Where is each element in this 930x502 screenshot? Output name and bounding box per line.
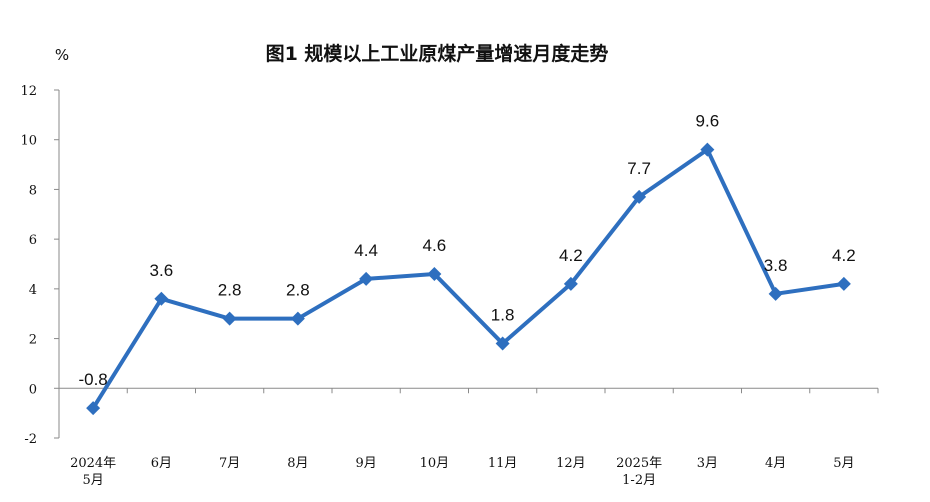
x-tick-label: 6月 (151, 456, 172, 471)
x-tick-label: 2024年 (70, 456, 116, 471)
data-label: -0.8 (78, 370, 107, 389)
data-point-marker (768, 286, 783, 301)
data-point-marker (427, 266, 442, 281)
y-tick-label: 2 (29, 333, 37, 348)
x-tick-label: 5月 (833, 456, 854, 471)
data-point-marker (154, 291, 169, 306)
data-point-marker (222, 311, 237, 326)
data-point-marker (836, 276, 851, 291)
x-tick-label: 3月 (697, 456, 718, 471)
data-label: 4.4 (354, 241, 378, 260)
data-label: 3.6 (150, 261, 174, 280)
y-tick-label: 8 (29, 183, 37, 198)
data-point-marker (632, 189, 647, 204)
x-tick-label: 4月 (765, 456, 786, 471)
data-label: 1.8 (491, 306, 515, 325)
x-axis: 2024年 5月 6月 7月 8月 9月 10月 11月 12月 2025年 1-2月 3月 4月 5月 (58, 387, 879, 488)
y-tick-label: 6 (29, 233, 37, 248)
x-tick-label: 9月 (355, 456, 376, 471)
data-label: 7.7 (627, 159, 651, 178)
data-label: 2.8 (218, 281, 242, 300)
data-label: 3.8 (764, 256, 788, 275)
data-label: 4.2 (832, 246, 856, 265)
data-point-marker (495, 336, 510, 351)
x-tick-label: 2025年 (616, 456, 662, 471)
x-tick-label: 7月 (219, 456, 240, 471)
x-tick-label: 10月 (420, 456, 450, 471)
y-tick-label: 10 (20, 134, 37, 149)
x-tick-label: 12月 (556, 456, 586, 471)
y-axis: -2 0 2 4 6 8 10 12 (20, 84, 60, 447)
data-label: 4.2 (559, 246, 583, 265)
x-tick-label: 11月 (488, 456, 518, 471)
data-label: 9.6 (696, 112, 720, 131)
data-label: 2.8 (286, 281, 310, 300)
y-unit-label: % (55, 46, 69, 64)
chart-title: 图1 规模以上工业原煤产量增速月度走势 (266, 42, 609, 65)
data-point-marker (290, 311, 305, 326)
x-tick-label: 5月 (82, 473, 103, 488)
x-tick-label: 1-2月 (622, 473, 656, 488)
data-labels: -0.8 3.6 2.8 2.8 4.4 4.6 1.8 4.2 7.7 9.6 3.8 4.2 (78, 112, 855, 390)
data-point-marker (86, 401, 101, 416)
series-line-group (86, 142, 851, 416)
data-point-marker (563, 276, 578, 291)
series-line (91, 147, 845, 410)
y-tick-label: 12 (20, 84, 37, 99)
x-tick-label: 8月 (287, 456, 308, 471)
y-tick-label: -2 (24, 432, 37, 447)
y-tick-label: 4 (29, 283, 37, 298)
data-label: 4.6 (423, 236, 447, 255)
y-tick-label: 0 (29, 382, 37, 397)
data-point-marker (359, 271, 374, 286)
data-point-marker (700, 142, 715, 157)
